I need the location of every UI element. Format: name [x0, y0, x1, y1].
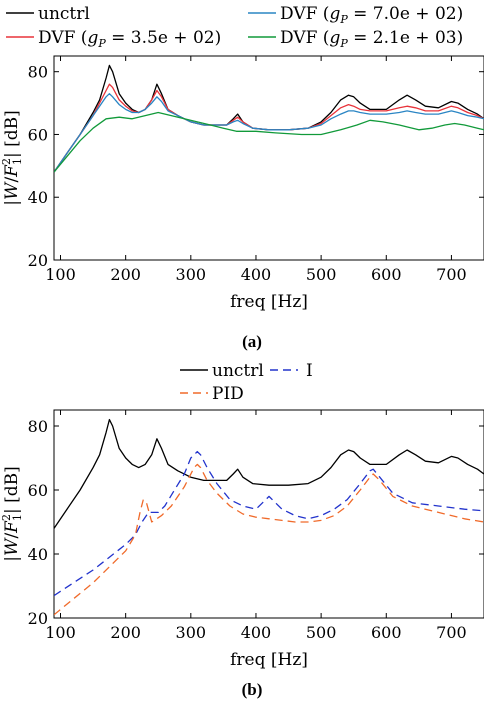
series-line-pid — [54, 463, 484, 616]
chart-a-frame — [53, 55, 484, 261]
x-tick-label: 400 — [241, 265, 272, 284]
legend-a-unctrl-label: unctrl — [38, 4, 90, 24]
y-tick-label: 20 — [28, 609, 48, 628]
chart-b-series — [54, 418, 484, 616]
legend-b-pid-label: PID — [212, 384, 244, 404]
x-tick-label: 200 — [110, 265, 141, 284]
chart-a-ylabel: |W/F21| [dB] — [0, 110, 24, 206]
chart-b-ylabel: |W/F21| [dB] — [0, 466, 24, 562]
x-tick-label: 100 — [45, 265, 76, 284]
x-tick-label: 500 — [306, 623, 337, 642]
y-tick-label: 60 — [28, 125, 48, 144]
series-line-dvf-g-p-7-0e-02 — [54, 93, 484, 173]
x-tick-label: 700 — [436, 265, 467, 284]
x-tick-label: 300 — [176, 623, 207, 642]
chart-b-frame — [53, 409, 484, 619]
x-tick-label: 300 — [176, 265, 207, 284]
legend-a-dvf700-label: DVF (gP = 7.0e + 02) — [280, 4, 463, 26]
series-line-unctrl — [54, 418, 484, 529]
y-tick-label: 80 — [28, 63, 48, 82]
legend-a: unctrl DVF (gP = 3.5e + 02) DVF (gP = 7.… — [6, 4, 463, 50]
x-tick-label: 600 — [371, 265, 402, 284]
chart-a-xlabel: freq [Hz] — [230, 292, 308, 312]
legend-a-dvf2100-label: DVF (gP = 2.1e + 03) — [280, 28, 463, 50]
y-tick-label: 80 — [28, 417, 48, 436]
x-tick-label: 700 — [436, 623, 467, 642]
x-tick-label: 100 — [45, 623, 76, 642]
chart-a-series — [54, 64, 484, 173]
x-tick-label: 200 — [110, 623, 141, 642]
chart-b-ticks: 100 200 300 400 500 600 700 20 40 60 80 — [28, 410, 484, 642]
x-tick-label: 600 — [371, 623, 402, 642]
chart-a-caption: (a) — [242, 332, 262, 351]
chart-b-xlabel: freq [Hz] — [230, 650, 308, 670]
series-line-i — [54, 450, 484, 597]
y-tick-label: 60 — [28, 481, 48, 500]
legend-b-unctrl-label: unctrl — [212, 361, 264, 381]
x-tick-label: 500 — [306, 265, 337, 284]
chart-b-caption: (b) — [242, 680, 263, 699]
x-tick-label: 400 — [241, 623, 272, 642]
y-tick-label: 40 — [28, 545, 48, 564]
series-line-dvf-g-p-2-1e-03 — [54, 111, 484, 173]
series-line-unctrl — [54, 64, 484, 173]
chart-a-ticks: 100 200 300 400 500 600 700 20 40 60 80 — [28, 56, 484, 284]
series-line-dvf-g-p-3-5e-02 — [54, 83, 484, 173]
legend-b: unctrl I PID — [180, 361, 313, 404]
legend-a-dvf350-label: DVF (gP = 3.5e + 02) — [38, 28, 221, 50]
y-tick-label: 40 — [28, 188, 48, 207]
legend-b-i-label: I — [306, 361, 313, 381]
y-tick-label: 20 — [28, 251, 48, 270]
